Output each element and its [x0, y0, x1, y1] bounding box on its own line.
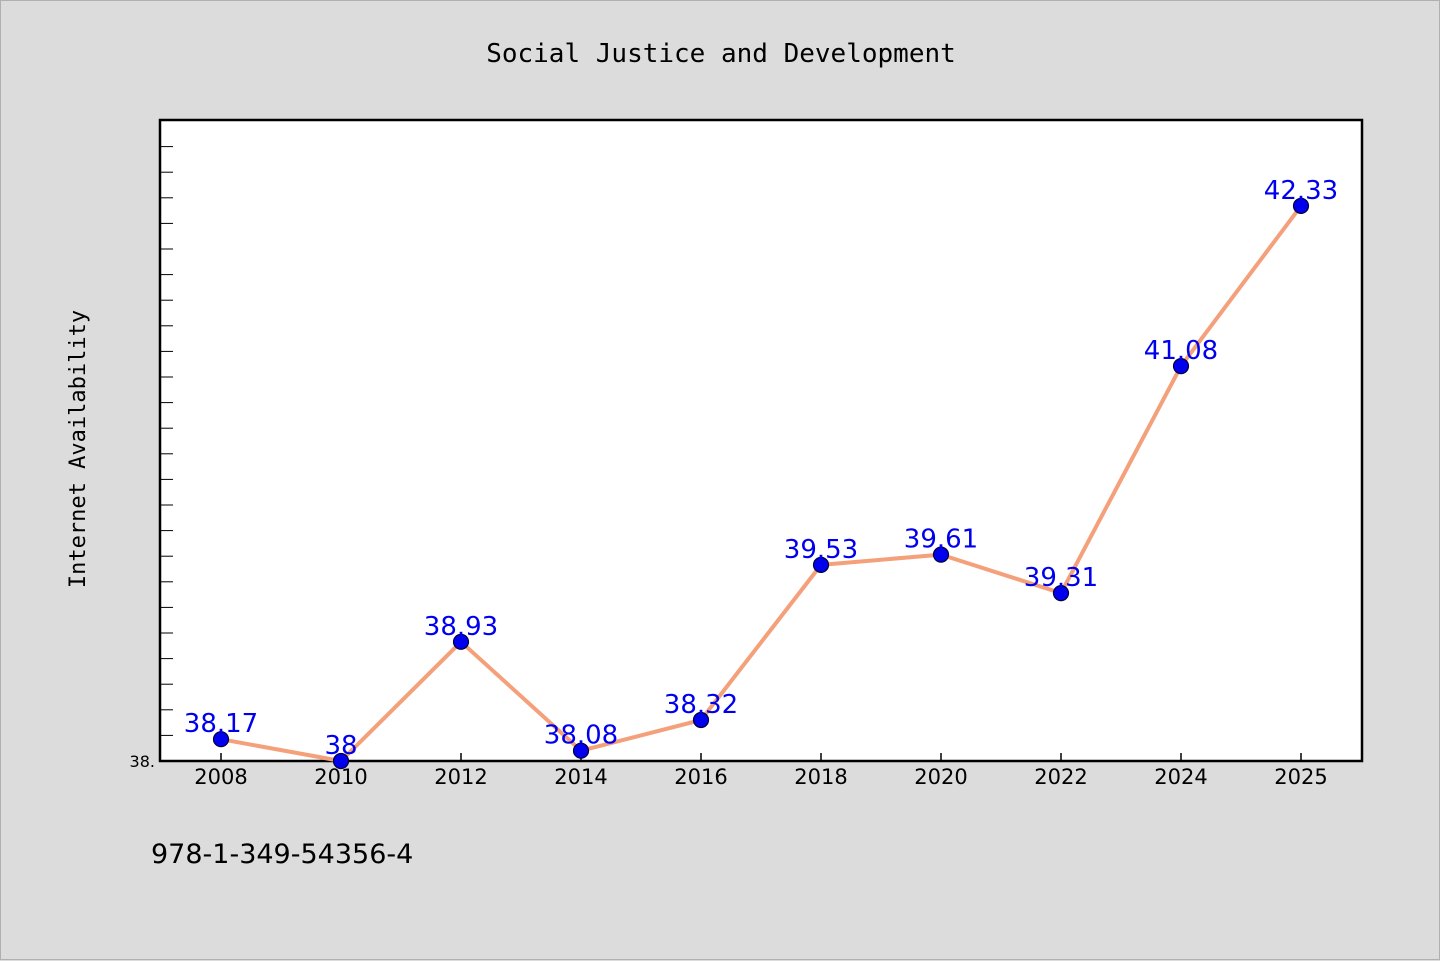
data-point-labels: 38.17 38 38.93 38.08 38.32 39.53 39.61 39.31 41.…	[184, 176, 1338, 761]
data-point	[452, 633, 470, 650]
data-point	[1052, 584, 1070, 602]
data-point-label: 42.33	[1264, 176, 1338, 206]
data-point-label: 38.32	[664, 690, 738, 720]
data-point	[1172, 358, 1190, 375]
x-tick-label: 2025	[1274, 765, 1327, 789]
data-point-label: 39.31	[1024, 563, 1098, 593]
x-tick-label: 2008	[194, 765, 247, 789]
data-point	[1292, 197, 1310, 214]
data-point	[812, 556, 830, 574]
x-tick-label: 2022	[1034, 765, 1087, 789]
data-point-label: 38.17	[184, 709, 258, 739]
x-tick-label: 2016	[674, 765, 727, 789]
footer-isbn-code: 978-1-349-54356-4	[151, 839, 413, 870]
data-point-label: 38.93	[424, 612, 498, 642]
data-point-label: 38.08	[544, 721, 618, 751]
x-axis-ticks: 2008 2010 2012 2014 2016 2018 2020 2022 2024 2025	[194, 753, 1328, 789]
plot-area	[158, 118, 1364, 763]
data-point	[932, 546, 950, 563]
data-point	[692, 711, 710, 729]
data-point-label: 39.61	[904, 525, 978, 555]
x-tick-label: 2012	[434, 765, 487, 789]
x-tick-label: 2024	[1154, 765, 1207, 789]
data-point	[332, 752, 350, 770]
y-tick-label: 38.	[130, 752, 155, 771]
chart-title: Social Justice and Development	[486, 39, 956, 69]
data-point-label: 38	[324, 731, 357, 761]
data-point	[212, 731, 230, 748]
data-point-label: 41.08	[1144, 336, 1218, 366]
x-tick-label: 2014	[554, 765, 607, 789]
data-point	[572, 742, 590, 759]
data-point-label: 39.53	[784, 535, 858, 565]
x-tick-label: 2020	[914, 765, 967, 789]
series-line	[220, 204, 1303, 763]
y-axis-ticks: 38.	[130, 146, 173, 771]
data-point-markers	[212, 197, 1310, 770]
y-axis-label: Internet Availability	[66, 310, 91, 588]
x-tick-label: 2018	[794, 765, 847, 789]
